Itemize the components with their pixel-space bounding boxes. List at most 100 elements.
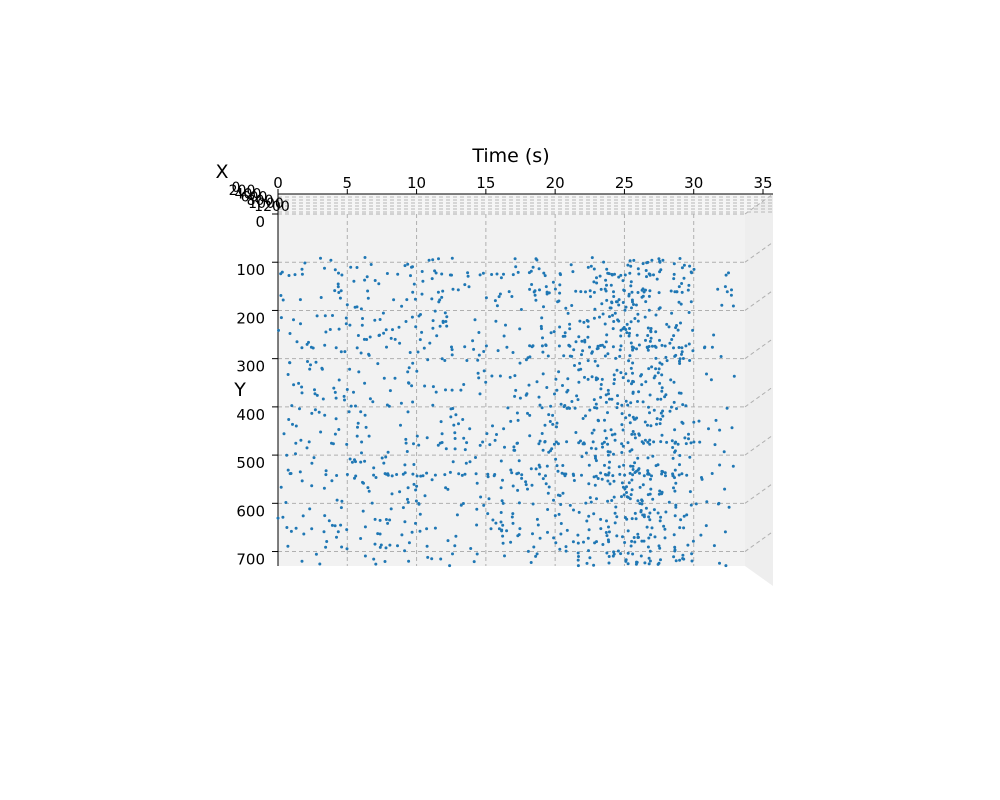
data-point	[614, 505, 618, 509]
data-point	[679, 302, 683, 306]
data-point	[604, 278, 608, 282]
data-point	[374, 476, 378, 479]
data-point	[561, 491, 565, 495]
data-point	[621, 444, 625, 448]
data-point	[639, 554, 643, 558]
data-point	[577, 510, 581, 514]
data-point	[345, 303, 349, 307]
x-tick-label-200: 200	[229, 183, 256, 199]
data-point	[563, 331, 567, 335]
data-point	[338, 296, 342, 300]
data-point	[373, 318, 377, 322]
time-tick-label-30: 30	[684, 174, 703, 192]
data-point	[313, 392, 317, 396]
data-point	[323, 514, 327, 518]
data-point	[612, 295, 616, 298]
data-point	[619, 371, 623, 375]
data-point	[425, 436, 429, 440]
data-point	[548, 420, 552, 423]
data-point	[685, 513, 689, 517]
data-point	[654, 367, 658, 371]
data-point	[411, 361, 415, 365]
data-point	[613, 521, 617, 525]
data-point	[382, 376, 386, 380]
data-point	[679, 518, 683, 522]
data-point	[561, 464, 565, 467]
data-point	[619, 334, 623, 338]
data-point	[392, 298, 396, 302]
data-point	[586, 325, 590, 329]
data-point	[440, 295, 444, 299]
data-point	[374, 562, 378, 566]
data-point	[610, 499, 614, 502]
data-point	[345, 528, 349, 532]
data-point	[388, 389, 392, 393]
data-point	[329, 258, 333, 262]
data-point	[634, 469, 638, 473]
data-point	[395, 473, 399, 476]
data-point	[423, 384, 427, 388]
data-point	[612, 373, 616, 377]
data-point	[559, 522, 563, 525]
data-point	[585, 519, 589, 523]
data-point	[584, 501, 588, 505]
data-point	[292, 318, 295, 322]
data-point	[600, 302, 604, 306]
data-point	[690, 559, 694, 563]
data-point	[652, 273, 655, 277]
data-point	[466, 274, 470, 278]
data-point	[568, 322, 572, 326]
data-point	[640, 499, 644, 503]
data-point	[691, 539, 695, 543]
data-point	[514, 388, 518, 392]
data-point	[515, 441, 519, 445]
data-point	[590, 431, 594, 435]
data-point	[286, 544, 290, 548]
time-axis-title: Time (s)	[471, 145, 549, 167]
data-point	[417, 443, 421, 447]
data-point	[355, 346, 359, 350]
data-point	[627, 334, 631, 338]
data-point	[628, 327, 631, 330]
data-point	[631, 361, 635, 365]
data-point	[580, 473, 583, 477]
data-point	[621, 279, 625, 283]
data-point	[637, 390, 641, 394]
data-point	[357, 370, 361, 374]
data-point	[494, 521, 498, 525]
data-point	[485, 432, 489, 436]
data-point	[299, 438, 303, 442]
data-point	[401, 506, 405, 510]
data-point	[629, 464, 633, 468]
data-point	[415, 484, 419, 488]
data-point	[503, 554, 506, 558]
data-point	[453, 431, 457, 435]
data-point	[593, 359, 597, 363]
data-point	[382, 331, 386, 335]
data-point	[699, 533, 703, 537]
data-point	[493, 299, 497, 303]
data-point	[637, 343, 641, 347]
data-point	[533, 289, 537, 293]
data-point	[628, 259, 632, 263]
data-point	[443, 473, 447, 477]
data-point	[712, 544, 716, 548]
data-point	[425, 544, 429, 548]
data-point	[605, 519, 608, 523]
data-point	[678, 526, 682, 530]
data-point	[603, 463, 606, 467]
data-point	[610, 433, 614, 437]
side-grid-line-y-600	[744, 482, 774, 504]
data-point	[657, 257, 661, 261]
data-point	[707, 427, 710, 431]
data-point	[528, 413, 532, 417]
time-tick-label-25: 25	[615, 174, 634, 192]
data-point	[600, 343, 604, 347]
data-point	[663, 471, 667, 475]
data-point	[595, 276, 598, 280]
data-point	[438, 298, 442, 302]
side-grid-line-y-500	[744, 434, 774, 456]
data-point	[608, 315, 611, 319]
data-point	[723, 285, 727, 289]
data-point	[415, 434, 419, 438]
